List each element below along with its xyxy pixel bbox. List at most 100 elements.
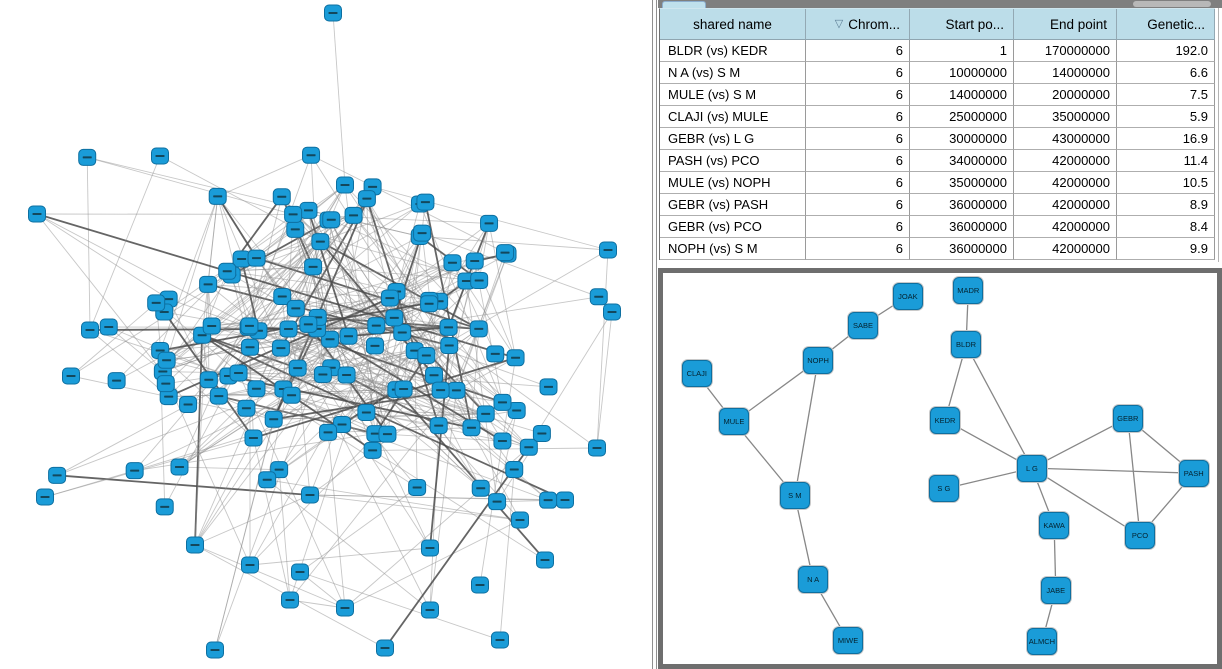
network-edge[interactable] <box>162 241 321 372</box>
network-edge[interactable] <box>86 157 91 331</box>
network-edge[interactable] <box>389 297 598 449</box>
cell-r1-c2[interactable]: 10000000 <box>910 62 1014 84</box>
node-SABE[interactable]: SABE <box>847 311 878 339</box>
column-header-end-point[interactable]: End point <box>1014 9 1117 40</box>
node-CLAJI[interactable]: CLAJI <box>681 360 712 388</box>
network-edge[interactable] <box>429 345 451 549</box>
network-edge[interactable] <box>440 223 490 391</box>
filter-icon[interactable]: ▽ <box>834 17 844 30</box>
cell-r4-c3[interactable]: 43000000 <box>1014 128 1117 150</box>
network-edge[interactable] <box>202 332 403 336</box>
table-tab[interactable] <box>662 1 706 8</box>
node-SM[interactable]: S M <box>779 482 810 510</box>
network-edge[interactable] <box>248 155 312 328</box>
network-edge[interactable] <box>312 266 377 326</box>
network-edge[interactable] <box>308 210 377 326</box>
column-header-shared-name[interactable]: shared name <box>660 9 806 40</box>
cell-r2-c2[interactable]: 14000000 <box>910 84 1014 106</box>
cell-r4-c2[interactable]: 30000000 <box>910 128 1014 150</box>
network-edge[interactable] <box>289 599 346 609</box>
network-edge[interactable] <box>217 154 312 197</box>
network-edge[interactable] <box>108 326 164 372</box>
scrollbar-thumb[interactable] <box>1133 1 1211 7</box>
network-edge[interactable] <box>36 213 516 359</box>
network-edge[interactable] <box>216 195 258 259</box>
network-edge[interactable] <box>214 339 331 651</box>
node-KAWA[interactable]: KAWA <box>1039 511 1070 539</box>
column-header-chrom[interactable]: ▽ Chrom... <box>806 9 910 40</box>
network-edge[interactable] <box>396 203 421 292</box>
network-edge[interactable] <box>299 571 501 641</box>
network-edge[interactable] <box>448 345 487 415</box>
cell-r5-c2[interactable]: 34000000 <box>910 150 1014 172</box>
network-edge[interactable] <box>288 328 431 611</box>
node-NOPH[interactable]: NOPH <box>803 346 834 374</box>
network-edge[interactable] <box>429 425 440 611</box>
network-edge[interactable] <box>194 338 331 546</box>
cell-r9-c4[interactable]: 9.9 <box>1117 238 1215 260</box>
network-edge[interactable] <box>207 196 219 285</box>
network-edge[interactable] <box>346 374 486 415</box>
network-edge[interactable] <box>289 390 457 601</box>
cell-r7-c2[interactable]: 36000000 <box>910 194 1014 216</box>
cell-r0-c4[interactable]: 192.0 <box>1117 40 1215 62</box>
edge-SM-NA[interactable] <box>794 495 814 581</box>
edge-BLDR-LG[interactable] <box>965 344 1033 469</box>
network-edge[interactable] <box>331 326 449 369</box>
network-edge[interactable] <box>211 198 368 327</box>
network-edge[interactable] <box>201 334 566 501</box>
cell-r5-c4[interactable]: 11.4 <box>1117 150 1215 172</box>
network-edge[interactable] <box>433 262 453 376</box>
cell-r1-c3[interactable]: 14000000 <box>1014 62 1117 84</box>
node-MADR[interactable]: MADR <box>953 277 984 305</box>
cell-r1-c0[interactable]: N A (vs) S M <box>660 62 806 84</box>
cell-r7-c4[interactable]: 8.9 <box>1117 194 1215 216</box>
node-GEBR[interactable]: GEBR <box>1112 404 1143 432</box>
edge-LG-PASH[interactable] <box>1031 467 1194 474</box>
network-edge[interactable] <box>162 330 259 372</box>
node-ALMCH[interactable]: ALMCH <box>1026 628 1057 656</box>
cell-r4-c0[interactable]: GEBR (vs) L G <box>660 128 806 150</box>
network-edge[interactable] <box>596 311 613 449</box>
cell-r3-c2[interactable]: 25000000 <box>910 106 1014 128</box>
network-edge[interactable] <box>89 329 169 397</box>
cell-r3-c3[interactable]: 35000000 <box>1014 106 1117 128</box>
small-network-canvas[interactable]: JOAK MADR SABE NOPH BLDR CLAJI MULE KEDR GEBR L G… <box>663 273 1217 664</box>
edge-NOPH-SM[interactable] <box>794 360 819 496</box>
column-header-genetic[interactable]: Genetic... <box>1117 9 1215 40</box>
cell-r8-c0[interactable]: GEBR (vs) PCO <box>660 216 806 238</box>
cell-r4-c1[interactable]: 6 <box>806 128 910 150</box>
node-JABE[interactable]: JABE <box>1040 576 1071 604</box>
network-edge[interactable] <box>395 332 403 390</box>
network-edge[interactable] <box>273 355 427 420</box>
network-edge[interactable] <box>426 249 609 356</box>
cell-r0-c0[interactable]: BLDR (vs) KEDR <box>660 40 806 62</box>
network-edge[interactable] <box>36 213 250 327</box>
node-PASH[interactable]: PASH <box>1178 459 1209 487</box>
network-edge[interactable] <box>310 154 506 253</box>
cell-r2-c4[interactable]: 7.5 <box>1117 84 1215 106</box>
cell-r1-c1[interactable]: 6 <box>806 62 910 84</box>
network-edge[interactable] <box>344 519 521 609</box>
cell-r2-c0[interactable]: MULE (vs) S M <box>660 84 806 106</box>
edge-LG-GEBR[interactable] <box>1031 417 1129 469</box>
network-edge[interactable] <box>348 296 599 337</box>
cell-r6-c1[interactable]: 6 <box>806 172 910 194</box>
network-edge[interactable] <box>253 437 291 601</box>
panel-splitter[interactable] <box>652 0 657 669</box>
cell-r3-c1[interactable]: 6 <box>806 106 910 128</box>
cell-r1-c4[interactable]: 6.6 <box>1117 62 1215 84</box>
network-edge[interactable] <box>465 280 498 502</box>
network-edge[interactable] <box>478 223 490 281</box>
network-edge[interactable] <box>372 450 546 561</box>
network-edge[interactable] <box>429 390 457 611</box>
network-edge[interactable] <box>332 12 346 186</box>
cell-r8-c4[interactable]: 8.4 <box>1117 216 1215 238</box>
cell-r2-c1[interactable]: 6 <box>806 84 910 106</box>
node-MULE[interactable]: MULE <box>718 408 749 436</box>
network-edge[interactable] <box>596 249 609 449</box>
network-edge[interactable] <box>214 419 275 651</box>
edge-LG-PCO[interactable] <box>1031 467 1141 537</box>
network-edge[interactable] <box>273 413 486 420</box>
network-edge[interactable] <box>44 437 254 498</box>
